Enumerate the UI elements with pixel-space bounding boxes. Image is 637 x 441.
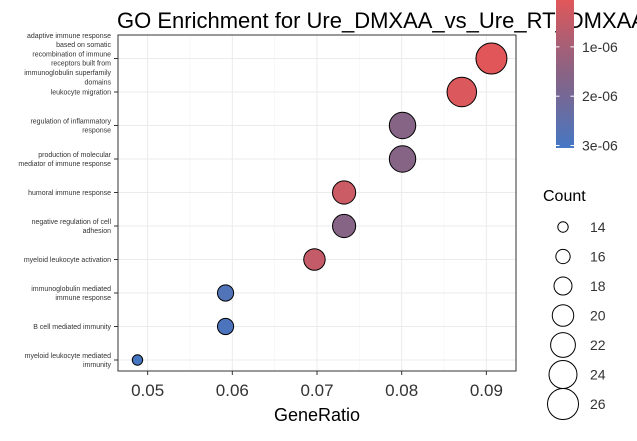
- x-axis-title: GeneRatio: [274, 405, 360, 425]
- points-layer: [131, 42, 508, 366]
- data-point: [388, 145, 417, 173]
- size-legend-circle: [548, 360, 578, 389]
- x-tick-label: 0.09: [470, 381, 503, 400]
- y-tick-label: humoral immune response: [28, 190, 111, 197]
- size-legend-circle: [547, 388, 579, 420]
- y-tick-label: immunoglobulin mediated immune response: [31, 286, 111, 302]
- x-tick-label: 0.07: [300, 381, 333, 400]
- size-legend-label: 20: [590, 308, 606, 324]
- y-tick-label: myeloid leukocyte mediated immunity: [25, 353, 112, 369]
- data-point: [332, 213, 357, 239]
- x-tick-label: 0.06: [216, 381, 249, 400]
- y-tick-label: B cell mediated immunity: [33, 324, 111, 331]
- size-legend-label: 22: [590, 337, 606, 353]
- data-point: [216, 284, 235, 302]
- x-tick-label: 0.05: [131, 381, 164, 400]
- y-axis: adaptive immune response based on somatic…: [18, 33, 118, 369]
- size-legend-circle: [551, 304, 575, 327]
- data-point: [131, 354, 144, 366]
- x-axis: 0.05 0.06 0.07 0.08 0.09: [131, 371, 503, 400]
- chart-title: GO Enrichment for Ure_DMXAA_vs_Ure_RT_DM…: [117, 8, 637, 33]
- colorbar-label: 3e-06: [582, 138, 618, 154]
- size-legend-label: 26: [590, 396, 606, 412]
- data-point: [388, 111, 417, 140]
- size-legend-title: Count: [543, 188, 586, 205]
- size-legend-circle: [553, 276, 573, 296]
- size-legend-circle: [550, 332, 576, 358]
- data-point: [475, 42, 508, 75]
- y-tick-label: regulation of inflammatory response: [30, 118, 111, 134]
- y-tick-label: production of molecular mediator of immun…: [18, 152, 111, 168]
- data-point: [303, 248, 326, 271]
- y-tick-label: adaptive immune response based on somatic…: [24, 33, 111, 87]
- data-point: [332, 180, 357, 205]
- size-legend-circle: [555, 248, 571, 265]
- color-legend: 1e-06 2e-06 3e-06: [556, 0, 618, 154]
- colorbar-label: 2e-06: [582, 88, 618, 104]
- size-legend-label: 14: [590, 219, 606, 235]
- x-tick-label: 0.08: [385, 381, 418, 400]
- colorbar-label: 1e-06: [582, 39, 618, 55]
- y-tick-label: negative regulation of cell adhesion: [32, 219, 112, 235]
- size-legend-circle: [557, 221, 569, 233]
- size-legend-label: 24: [590, 367, 606, 383]
- data-point: [216, 317, 235, 336]
- data-point: [446, 76, 478, 108]
- y-tick-label: myeloid leukocyte activation: [24, 257, 111, 264]
- size-legend-label: 16: [590, 249, 606, 265]
- y-tick-label: leukocyte migration: [51, 90, 111, 97]
- size-legend-label: 18: [590, 278, 606, 294]
- colorbar: [556, 0, 574, 148]
